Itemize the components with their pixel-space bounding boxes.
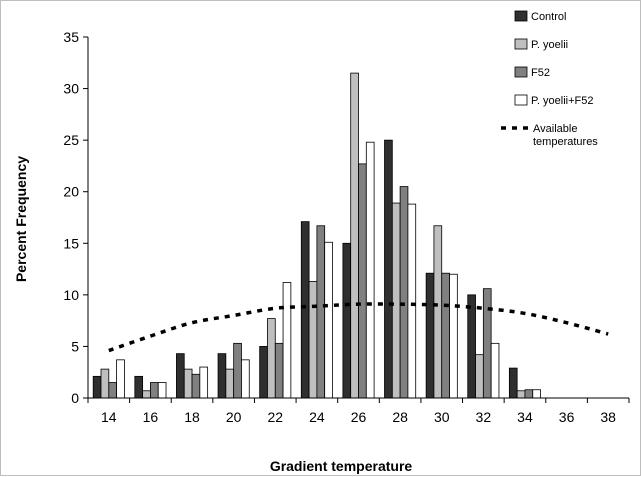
line-available-temperatures — [108, 302, 609, 353]
legend-label: Available temperatures — [533, 123, 598, 148]
bar-p-yoelii-16 — [142, 390, 151, 399]
bar-control-28 — [384, 139, 393, 399]
y-tick-label: 5 — [71, 338, 79, 354]
bar-control-22 — [259, 346, 268, 399]
y-tick-label: 10 — [63, 287, 79, 303]
legend-swatch-p-yoelii-f52 — [514, 94, 528, 106]
bar-f52-14 — [108, 382, 118, 399]
bar-f52-18 — [191, 373, 201, 399]
legend-swatch-f52 — [514, 66, 528, 78]
bar-f52-16 — [150, 382, 159, 399]
x-tick-label: 36 — [559, 409, 575, 425]
y-tick-label: 25 — [63, 132, 79, 148]
bar-p-yoelii-f52-16 — [157, 382, 167, 399]
x-tick-label: 34 — [517, 409, 533, 425]
bar-control-18 — [176, 353, 185, 399]
legend-swatch-p-yoelii — [514, 38, 528, 50]
bar-control-30 — [425, 272, 435, 399]
bar-p-yoelii-f52-28 — [407, 203, 417, 399]
y-tick-label: 15 — [63, 235, 79, 251]
bar-p-yoelii-f52-30 — [449, 273, 458, 399]
bar-p-yoelii-30 — [433, 225, 443, 399]
bar-p-yoelii-22 — [267, 318, 276, 399]
bar-p-yoelii-14 — [100, 368, 110, 399]
bar-p-yoelii-32 — [475, 354, 484, 399]
legend-label: P. yoelii+F52 — [531, 95, 593, 107]
legend: Control P. yoelii F52 P. yoelii+F52 Availabl… — [501, 10, 598, 148]
bar-control-14 — [92, 375, 102, 399]
bar-p-yoelii-f52-26 — [365, 141, 375, 399]
x-tick-label: 22 — [267, 409, 283, 425]
bar-p-yoelii-28 — [391, 202, 401, 399]
bar-p-yoelii-34 — [516, 390, 526, 399]
bar-f52-22 — [274, 342, 284, 399]
bar-control-20 — [217, 353, 227, 399]
x-tick-label: 24 — [309, 409, 325, 425]
bar-p-yoelii-26 — [350, 72, 359, 399]
bar-control-34 — [508, 367, 518, 399]
bar-p-yoelii-f52-22 — [282, 282, 292, 399]
bar-p-yoelii-f52-20 — [241, 359, 250, 399]
bar-f52-24 — [316, 225, 326, 399]
bar-f52-28 — [399, 186, 409, 399]
bar-control-26 — [342, 242, 352, 399]
bar-p-yoelii-18 — [183, 368, 193, 399]
x-tick-label: 28 — [392, 409, 408, 425]
y-tick-label: 20 — [63, 184, 79, 200]
bar-control-32 — [467, 294, 476, 399]
y-axis-title: Percent Frequency — [13, 156, 29, 282]
bar-p-yoelii-f52-18 — [199, 366, 209, 399]
legend-swatch-control — [514, 10, 528, 22]
bar-control-16 — [134, 375, 144, 399]
legend-label: P. yoelii — [531, 39, 568, 51]
bar-f52-26 — [358, 163, 367, 399]
y-tick-label: 0 — [71, 390, 79, 406]
x-tick-label: 38 — [600, 409, 616, 425]
bar-p-yoelii-f52-34 — [532, 389, 541, 399]
x-axis-title: Gradient temperature — [270, 458, 413, 474]
x-tick-label: 14 — [101, 409, 117, 425]
bar-p-yoelii-f52-32 — [490, 342, 500, 399]
x-tick-label: 32 — [476, 409, 492, 425]
bar-p-yoelii-f52-24 — [324, 241, 333, 399]
bar-f52-32 — [482, 288, 492, 399]
x-tick-label: 20 — [226, 409, 242, 425]
bar-f52-20 — [233, 342, 242, 399]
x-tick-label: 26 — [351, 409, 367, 425]
x-tick-label: 30 — [434, 409, 450, 425]
legend-label: F52 — [531, 67, 550, 79]
bar-f52-34 — [524, 389, 534, 399]
x-tick-label: 18 — [184, 409, 200, 425]
legend-label: Control — [531, 11, 566, 23]
y-tick-label: 35 — [63, 29, 79, 45]
bar-p-yoelii-20 — [225, 368, 235, 399]
bar-f52-30 — [441, 272, 450, 399]
bar-p-yoelii-f52-14 — [116, 359, 125, 399]
y-tick-label: 30 — [63, 81, 79, 97]
bar-control-24 — [300, 221, 310, 399]
bar-p-yoelii-24 — [308, 281, 318, 399]
x-tick-label: 16 — [143, 409, 159, 425]
